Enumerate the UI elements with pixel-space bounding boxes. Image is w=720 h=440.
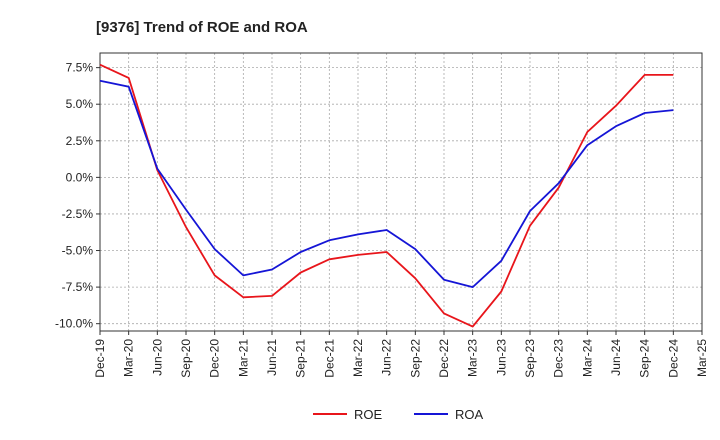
x-tick-label: Dec-22 [437,339,451,378]
series-lines [99,63,674,328]
legend: ROE ROA [313,407,484,422]
x-tick-label: Dec-20 [208,339,222,378]
x-tick-label: Dec-21 [322,339,336,378]
y-tick-label: -2.5% [62,207,94,221]
x-tick-label: Mar-25 [695,339,709,377]
legend-label: ROA [455,407,484,422]
series-line-roa [99,79,674,289]
x-tick-label: Mar-20 [122,339,136,377]
y-tick-label: -7.5% [62,280,94,294]
y-tick-label: 5.0% [66,97,94,111]
legend-label: ROE [354,407,383,422]
chart-title: [9376] Trend of ROE and ROA [96,19,308,36]
x-axis-ticks: Dec-19 Mar-20 Jun-20 Sep-20 Dec-20 Mar-21 Jun-… [93,331,709,378]
y-tick-label: 2.5% [66,134,94,148]
x-tick-label: Mar-22 [351,339,365,377]
y-tick-label: 7.5% [66,61,94,75]
x-tick-label: Dec-23 [552,339,566,378]
x-tick-label: Sep-21 [294,339,308,378]
series-line-roe [99,63,674,328]
legend-item-roa: ROA [414,407,484,422]
x-tick-label: Jun-21 [265,339,279,376]
x-tick-label: Sep-24 [638,339,652,378]
x-tick-label: Sep-22 [408,339,422,378]
legend-item-roe: ROE [313,407,383,422]
y-axis-ticks: 7.5% 5.0% 2.5% 0.0% -2.5% -5.0% -7.5% -10.0% [55,61,100,331]
y-tick-label: -5.0% [62,244,94,258]
x-tick-label: Mar-23 [466,339,480,377]
x-tick-label: Jun-24 [609,339,623,376]
x-tick-label: Jun-22 [380,339,394,376]
x-tick-label: Jun-20 [150,339,164,376]
x-tick-label: Dec-19 [93,339,107,378]
grid-lines [99,53,703,331]
x-tick-label: Mar-21 [236,339,250,377]
x-tick-label: Sep-20 [179,339,193,378]
y-tick-label: 0.0% [66,170,94,184]
x-tick-label: Sep-23 [523,339,537,378]
y-tick-label: -10.0% [55,317,93,331]
x-tick-label: Jun-23 [494,339,508,376]
plot-frame [99,52,703,332]
x-tick-label: Dec-24 [666,339,680,378]
x-tick-label: Mar-24 [580,339,594,377]
